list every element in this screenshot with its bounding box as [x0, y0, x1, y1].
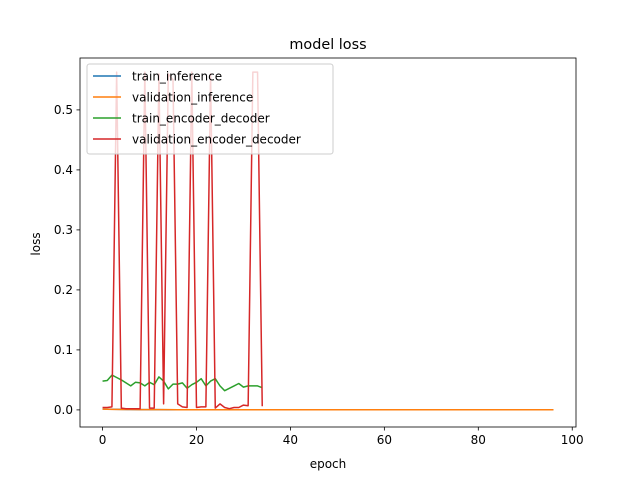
legend-label: validation_encoder_decoder [132, 133, 301, 147]
legend-label: train_inference [132, 70, 222, 84]
legend-label: validation_inference [132, 91, 253, 105]
x-tick-label: 0 [99, 433, 107, 447]
axes-frame [79, 57, 577, 428]
y-tick-label: 0.3 [54, 223, 73, 237]
plot-area: 0 20 40 60 80 100 0.0 0.1 0.2 0.3 0.4 0.5 [54, 57, 584, 447]
series-line-train-encoder-decoder [102, 374, 263, 392]
x-tick-label: 60 [377, 433, 392, 447]
x-tick-label: 40 [283, 433, 298, 447]
legend-label: train_encoder_decoder [132, 112, 270, 126]
y-tick-label: 0.4 [54, 163, 73, 177]
series-line-validation-inference [102, 408, 554, 411]
legend-box [86, 63, 334, 155]
series-line-validation-encoder-decoder [102, 71, 263, 410]
legend: train_inference validation_inferencetrain… [86, 63, 334, 155]
chart-title: model loss [289, 37, 366, 53]
x-tick-label: 80 [471, 433, 486, 447]
y-tick-label: 0.0 [54, 403, 73, 417]
y-axis-label: loss [29, 232, 43, 255]
x-tick-label: 100 [561, 433, 584, 447]
y-tick-label: 0.1 [54, 343, 73, 357]
y-tick-label: 0.2 [54, 283, 73, 297]
y-tick-label: 0.5 [54, 103, 73, 117]
x-axis-label: epoch [310, 457, 347, 471]
x-tick-label: 20 [189, 433, 204, 447]
